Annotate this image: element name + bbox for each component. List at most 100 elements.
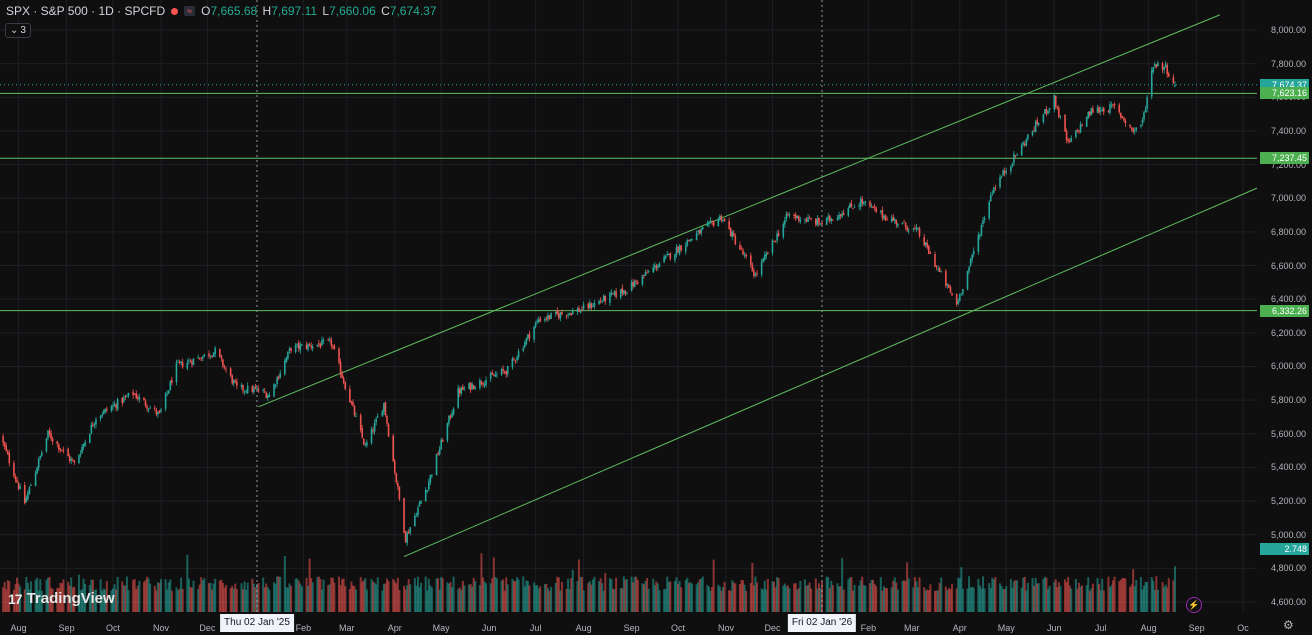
market-status-dot-icon — [171, 7, 179, 15]
volume-bar — [471, 586, 474, 612]
candle-body — [839, 214, 842, 217]
candle-body — [785, 213, 788, 220]
volume-bar — [961, 588, 964, 612]
chart-grid — [0, 0, 1257, 612]
candle-body — [1110, 105, 1113, 107]
volume-bar — [711, 586, 714, 612]
candle-body — [257, 389, 260, 392]
candle-body — [793, 214, 795, 217]
volume-bar — [232, 588, 235, 612]
symbol-header[interactable]: SPX · S&P 500 · 1D · SPCFD ≈ O7,665.68 H… — [6, 4, 439, 18]
candle-body — [712, 221, 715, 226]
candle-body — [1044, 109, 1046, 114]
channel-lower-line — [403, 187, 1258, 558]
volume-bar — [955, 588, 958, 612]
candle-body — [815, 218, 817, 225]
volume-bar — [793, 583, 796, 612]
candle-body — [404, 531, 407, 542]
volume-bar — [37, 590, 40, 612]
volume-bar — [591, 579, 594, 612]
volume-bar — [695, 584, 698, 612]
volume-bar — [426, 590, 429, 612]
volume-bar — [926, 589, 929, 612]
candle-body — [1002, 170, 1004, 176]
close-value: 7,674.37 — [389, 4, 437, 18]
candle-body — [934, 254, 936, 267]
horizontal-levels[interactable] — [0, 84, 1257, 312]
volume-bar — [788, 588, 791, 612]
candle-body — [502, 369, 504, 371]
candle-body — [850, 203, 853, 208]
volume-bar — [927, 590, 930, 612]
candle-body — [133, 393, 136, 395]
volume-bars — [2, 553, 1176, 612]
volume-bar — [221, 582, 224, 612]
candle-body — [728, 221, 730, 229]
volume-bar — [469, 584, 472, 612]
volume-bar — [187, 578, 190, 612]
candle-body — [327, 339, 329, 341]
candle-body — [505, 371, 508, 375]
volume-bar — [177, 590, 180, 612]
volume-bar — [1047, 588, 1050, 612]
volume-bar — [1110, 585, 1113, 612]
volume-bar — [893, 577, 896, 612]
tradingview-logo[interactable]: 17 TradingView — [8, 590, 115, 607]
volume-bar — [243, 581, 246, 612]
volume-bar — [539, 586, 542, 612]
candle-body — [116, 399, 119, 410]
candle-body — [279, 373, 281, 378]
indicators-toggle-button[interactable]: ⌄ 3 — [5, 23, 31, 38]
volume-bar — [266, 587, 269, 612]
volume-bar — [684, 579, 687, 612]
volume-bar — [1130, 584, 1133, 612]
volume-bar — [180, 577, 183, 612]
volume-bar — [839, 585, 842, 612]
candle-body — [288, 348, 291, 351]
candle-body — [468, 383, 470, 389]
volume-bar — [977, 578, 980, 612]
volume-bar — [669, 581, 672, 612]
volume-bar — [1081, 585, 1084, 612]
volume-bar — [587, 583, 590, 612]
volume-bar — [189, 587, 192, 612]
candle-body — [480, 381, 483, 385]
volume-bar — [1067, 577, 1070, 612]
volume-bar — [277, 576, 280, 612]
volume-bar — [550, 586, 553, 612]
volume-bar — [404, 589, 407, 612]
candle-body — [842, 212, 845, 216]
candle-body — [398, 486, 401, 500]
candle-body — [859, 199, 862, 207]
volume-bar — [666, 576, 669, 612]
candle-body — [375, 418, 377, 423]
candle-body — [104, 408, 107, 412]
volume-bar — [577, 559, 580, 612]
symbol-title[interactable]: SPX · S&P 500 · 1D · SPCFD — [6, 4, 166, 18]
price-axis-label: 7,000.00 — [1270, 193, 1306, 204]
candle-body — [284, 360, 286, 375]
volume-bar — [311, 582, 314, 612]
volume-bar — [502, 579, 505, 612]
time-axis-label: Apr — [952, 623, 967, 633]
candle-body — [517, 351, 520, 358]
volume-bar — [297, 580, 300, 612]
candle-body — [407, 532, 410, 534]
trend-channel[interactable] — [258, 14, 1258, 558]
candle-body — [1130, 127, 1133, 129]
settings-gear-icon[interactable]: ⚙ — [1283, 618, 1294, 632]
time-axis-marker-label: Fri 02 Jan '26 — [787, 614, 857, 632]
volume-bar — [1020, 587, 1023, 612]
candle-body — [200, 359, 203, 361]
candle-body — [777, 233, 780, 236]
volume-bar — [534, 585, 537, 612]
volume-bar — [351, 585, 354, 612]
candle-body — [225, 368, 227, 370]
candle-body — [1102, 108, 1105, 113]
candle-body — [836, 217, 839, 220]
volume-bar — [1129, 587, 1132, 612]
volume-bar — [641, 583, 644, 612]
lightning-icon[interactable]: ⚡ — [1186, 597, 1202, 613]
candle-body — [1167, 73, 1170, 77]
